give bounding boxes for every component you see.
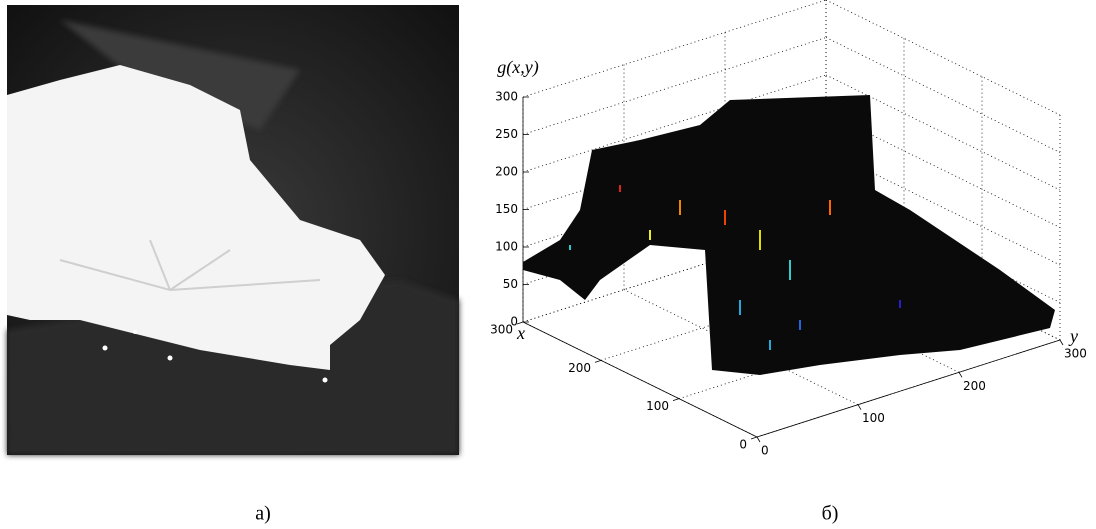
y-tick-label: 300: [1064, 347, 1087, 361]
z-tick-label: 50: [503, 277, 518, 291]
y-axis-label: y: [1068, 326, 1078, 346]
z-tick-label: 150: [495, 202, 518, 216]
x-tick-label: 0: [739, 438, 747, 452]
z-tick-label: 300: [495, 90, 518, 104]
z-tick-label: 250: [495, 127, 518, 141]
caption: а): [255, 503, 271, 525]
tick-mark: [958, 372, 963, 378]
tick-mark: [594, 359, 602, 363]
axis-line: [756, 339, 1061, 438]
tick-mark: [1059, 339, 1064, 346]
y-tick-label: 0: [761, 444, 769, 458]
grid-line: [522, 0, 827, 98]
surface: [523, 95, 1055, 375]
y-tick-label: 200: [963, 379, 986, 393]
tick-mark: [672, 398, 680, 402]
x-tick-label: 300: [490, 323, 513, 337]
x-axis-label: x: [516, 323, 525, 343]
tick-mark: [750, 436, 758, 440]
y-tick-label: 100: [862, 411, 885, 425]
tick-mark: [857, 404, 862, 410]
caption: б): [822, 503, 839, 525]
z-tick-label: 200: [495, 165, 518, 179]
x-tick-label: 200: [568, 361, 591, 375]
z-tick-label: 0: [510, 315, 518, 329]
tick-mark: [516, 321, 524, 325]
x-tick-label: 100: [646, 399, 669, 413]
z-axis-label: g(x,y): [497, 57, 538, 78]
tick-mark: [756, 436, 761, 443]
z-tick-label: 100: [495, 240, 518, 254]
axis-line: [522, 321, 758, 438]
photo: [7, 5, 459, 455]
